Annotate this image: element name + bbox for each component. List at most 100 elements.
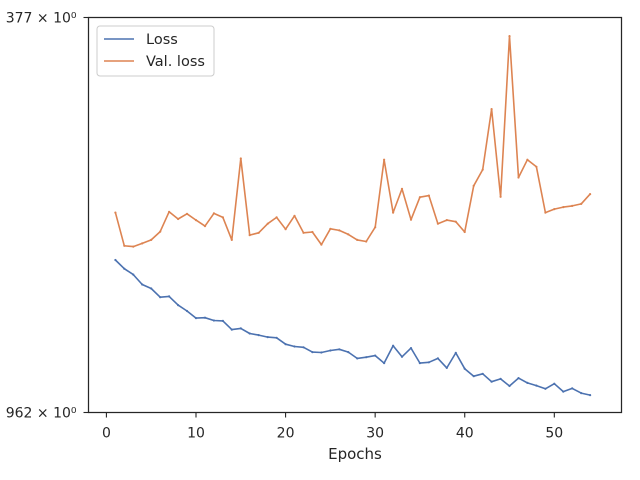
data-point-val-loss	[329, 227, 332, 230]
data-point-loss	[580, 392, 583, 395]
x-tick-label: 0	[102, 426, 111, 442]
data-point-val-loss	[284, 228, 287, 231]
data-point-loss	[320, 351, 323, 354]
data-point-loss	[329, 349, 332, 352]
data-point-loss	[427, 361, 430, 364]
data-point-loss	[454, 351, 457, 354]
data-point-val-loss	[132, 245, 135, 248]
data-point-loss	[553, 382, 556, 385]
data-point-loss	[150, 287, 153, 290]
data-point-val-loss	[499, 195, 502, 198]
data-point-val-loss	[347, 233, 350, 236]
data-point-val-loss	[239, 157, 242, 160]
data-point-loss	[212, 319, 215, 322]
data-point-loss	[490, 380, 493, 383]
data-point-loss	[562, 390, 565, 393]
series-layer	[114, 35, 592, 397]
data-point-val-loss	[320, 243, 323, 246]
data-point-val-loss	[114, 211, 117, 214]
data-point-loss	[123, 267, 126, 270]
x-tick-label: 30	[366, 426, 384, 442]
data-point-val-loss	[177, 217, 180, 221]
x-tick-label: 20	[277, 426, 295, 442]
data-point-val-loss	[159, 230, 162, 233]
data-point-val-loss	[454, 220, 457, 223]
data-point-loss	[463, 367, 466, 370]
data-point-val-loss	[302, 231, 305, 234]
data-point-loss	[400, 355, 404, 358]
data-point-loss	[221, 319, 224, 322]
data-point-loss	[203, 316, 207, 319]
data-point-val-loss	[409, 218, 413, 221]
data-point-loss	[374, 354, 377, 357]
data-point-loss	[338, 348, 341, 351]
data-point-loss	[472, 375, 475, 378]
data-point-loss	[508, 384, 511, 388]
data-point-val-loss	[194, 219, 198, 222]
data-point-loss	[356, 357, 359, 360]
data-point-loss	[526, 381, 529, 384]
data-point-loss	[383, 362, 386, 365]
data-point-loss	[409, 347, 413, 350]
data-point-loss	[284, 343, 287, 346]
data-point-val-loss	[472, 184, 475, 187]
data-point-loss	[499, 377, 502, 380]
data-point-val-loss	[445, 219, 448, 222]
data-point-val-loss	[168, 210, 171, 213]
data-point-val-loss	[150, 238, 153, 241]
data-point-val-loss	[356, 238, 359, 241]
data-point-loss	[544, 387, 547, 390]
data-point-val-loss	[481, 168, 484, 171]
data-point-val-loss	[589, 193, 592, 196]
data-point-loss	[132, 273, 135, 276]
data-point-val-loss	[571, 204, 574, 207]
data-point-val-loss	[463, 230, 466, 234]
x-tick-label: 50	[545, 426, 563, 442]
data-point-val-loss	[400, 187, 404, 190]
data-point-loss	[114, 258, 117, 262]
data-point-loss	[168, 295, 171, 298]
data-point-loss	[571, 387, 574, 390]
data-point-val-loss	[230, 238, 233, 241]
plot-frame	[87, 16, 623, 414]
data-point-loss	[517, 377, 520, 380]
data-point-val-loss	[257, 231, 260, 234]
data-point-val-loss	[526, 158, 529, 161]
x-axis-label: Epochs	[328, 445, 382, 463]
legend-label-val-loss: Val. loss	[146, 54, 205, 70]
data-point-val-loss	[338, 229, 341, 232]
data-point-loss	[311, 351, 314, 354]
data-point-val-loss	[365, 240, 368, 243]
x-tick-label: 40	[456, 426, 474, 442]
data-point-val-loss	[311, 230, 314, 234]
data-point-val-loss	[436, 222, 439, 225]
data-point-val-loss	[141, 242, 144, 245]
data-point-val-loss	[517, 176, 520, 179]
data-point-val-loss	[427, 194, 430, 197]
data-point-loss	[257, 334, 260, 337]
data-point-val-loss	[392, 211, 395, 214]
data-point-val-loss	[248, 234, 251, 237]
data-point-val-loss	[185, 212, 189, 215]
data-point-loss	[293, 345, 296, 348]
data-point-val-loss	[508, 35, 511, 38]
data-point-val-loss	[203, 225, 207, 228]
data-point-loss	[365, 356, 368, 359]
data-point-loss	[302, 346, 305, 349]
data-point-val-loss	[212, 212, 215, 215]
data-point-val-loss	[580, 202, 583, 205]
data-point-val-loss	[221, 216, 224, 219]
data-point-loss	[230, 328, 233, 331]
data-point-loss	[436, 357, 439, 360]
x-tick-label: 10	[187, 426, 205, 442]
data-point-val-loss	[293, 214, 296, 217]
data-point-loss	[418, 362, 421, 365]
data-point-loss	[141, 283, 144, 286]
data-point-loss	[589, 394, 592, 397]
data-point-val-loss	[275, 216, 278, 219]
series-line-val-loss	[114, 35, 591, 248]
y-tick-label: 377 × 10⁰	[6, 11, 77, 27]
data-point-loss	[248, 332, 251, 335]
